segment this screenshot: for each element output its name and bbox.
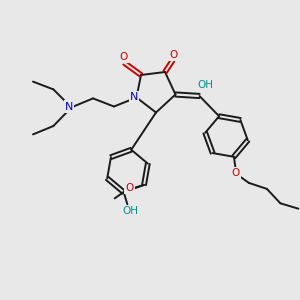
Text: OH: OH: [122, 206, 138, 216]
Text: O: O: [169, 50, 177, 60]
Text: O: O: [120, 52, 128, 62]
Text: O: O: [125, 183, 134, 193]
Text: N: N: [65, 101, 73, 112]
Text: OH: OH: [197, 80, 213, 90]
Text: O: O: [232, 168, 240, 178]
Text: N: N: [130, 92, 138, 102]
